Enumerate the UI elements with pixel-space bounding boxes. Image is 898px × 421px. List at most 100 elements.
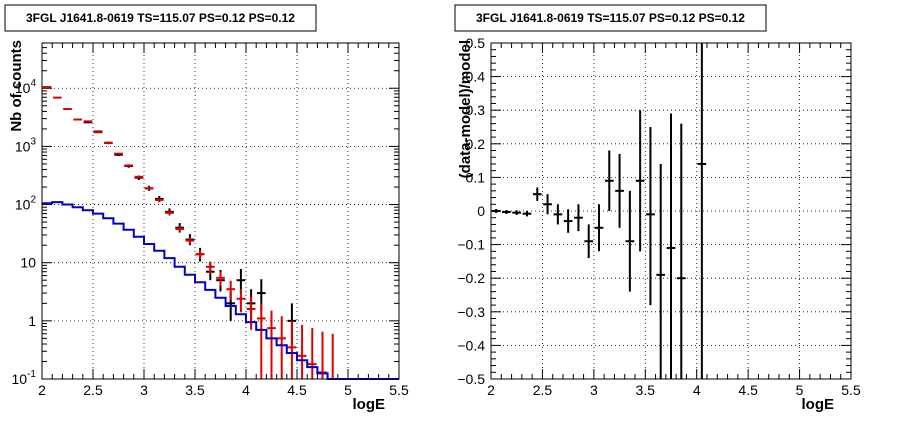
x-tick-label: 3.5 — [185, 382, 205, 398]
y-tick-label: 0.4 — [466, 69, 486, 85]
y-tick-label: −0.3 — [457, 304, 485, 320]
model-point — [134, 175, 144, 178]
title-box — [454, 4, 767, 32]
chart-title: 3FGL J1641.8-0619 TS=115.07 PS=0.12 PS=0… — [476, 11, 745, 25]
y-tick-base: 10 — [15, 197, 31, 213]
y-tick-label: 0.3 — [466, 102, 486, 118]
x-tick-label: 2.5 — [533, 382, 553, 398]
y-tick-label: 0.2 — [466, 136, 486, 152]
plot-frame — [41, 42, 400, 380]
x-tick-label: 2.5 — [83, 382, 103, 398]
data-point — [676, 123, 686, 379]
data-point — [236, 268, 246, 294]
x-tick-label: 5 — [796, 382, 804, 398]
data-point — [646, 127, 655, 306]
model-point — [256, 303, 266, 379]
data-point — [594, 204, 604, 252]
model-point — [236, 289, 246, 313]
data-point — [615, 153, 624, 228]
data-point — [625, 190, 635, 292]
y-tick-label: 0 — [477, 203, 485, 219]
model-point — [185, 237, 195, 244]
title-box — [4, 4, 317, 32]
y-tick-label: −0.2 — [457, 270, 485, 286]
model-point — [216, 271, 225, 286]
data-point — [553, 204, 563, 225]
model-point — [93, 131, 103, 134]
x-tick-label: 2 — [487, 382, 495, 398]
x-tick-label: 4.5 — [287, 382, 307, 398]
data-point — [502, 209, 511, 215]
x-tick-label: 4 — [693, 382, 701, 398]
model-point — [42, 86, 52, 89]
y-tick-base: 10 — [15, 80, 31, 96]
model-point — [175, 226, 185, 232]
model-point — [267, 310, 276, 379]
model-point — [165, 210, 174, 216]
y-tick-label: −0.4 — [457, 337, 485, 353]
y-tick-exponent: -1 — [27, 369, 36, 380]
model-histogram-line — [42, 201, 399, 380]
model-point — [154, 198, 164, 202]
residuals-panel: 2 2.5 3 3.5 4 4.5 5 5.5 −0.5 −0.4 −0.3 −0.2 −0.1 0 0.1… — [454, 4, 861, 413]
x-axis-title: logE — [802, 396, 835, 413]
model-point — [114, 152, 123, 155]
y-tick-label: 10 — [20, 255, 36, 271]
data-point — [512, 210, 522, 216]
model-point — [103, 141, 113, 144]
y-axis-title: Nb of counts — [8, 40, 25, 132]
x-tick-label: 5.5 — [841, 382, 861, 398]
plot-frame — [490, 42, 852, 380]
y-tick-label: 10-1 — [12, 369, 37, 387]
x-tick-label: 3.5 — [636, 382, 656, 398]
y-tick-label: 102 — [15, 195, 37, 213]
model-point — [73, 118, 83, 121]
data-point — [574, 204, 583, 232]
model-point — [83, 120, 93, 123]
y-tick-exponent: 4 — [30, 78, 36, 89]
y-axis-title: (data-model)/model — [457, 40, 474, 178]
data-point — [697, 43, 707, 379]
y-tick-base: 10 — [15, 138, 31, 154]
data-point — [604, 150, 614, 211]
model-point — [307, 328, 317, 379]
data-point — [584, 224, 594, 259]
model-point — [297, 324, 307, 379]
x-tick-label: 5 — [344, 382, 352, 398]
data-point — [491, 208, 501, 214]
x-axis-title: logE — [353, 396, 386, 413]
model-point — [287, 320, 297, 379]
model-point — [318, 331, 327, 379]
model-point — [63, 107, 72, 110]
x-tick-label: 5.5 — [389, 382, 409, 398]
y-tick-label: 0.5 — [466, 35, 486, 51]
data-point — [656, 163, 666, 379]
model-point — [226, 280, 236, 300]
x-tick-label: 4.5 — [738, 382, 758, 398]
x-tick-label: 3 — [140, 382, 148, 398]
y-tick-label: 103 — [15, 136, 37, 154]
model-point — [277, 316, 287, 379]
x-tick-label: 2 — [38, 382, 46, 398]
x-tick-label: 3 — [590, 382, 598, 398]
data-point — [532, 187, 542, 201]
y-tick-label: −0.5 — [457, 371, 485, 387]
data-point — [635, 110, 645, 252]
data-point — [522, 211, 532, 217]
model-point — [246, 296, 256, 330]
model-point — [52, 96, 62, 99]
chart-title: 3FGL J1641.8-0619 TS=115.07 PS=0.12 PS=0… — [26, 11, 295, 25]
y-tick-label: 0.1 — [466, 169, 486, 185]
model-point — [144, 187, 154, 190]
model-point — [205, 261, 215, 274]
model-point — [124, 164, 134, 167]
data-point — [563, 209, 573, 233]
model-point — [195, 250, 205, 260]
data-point — [666, 113, 676, 379]
x-tick-label: 4 — [242, 382, 250, 398]
y-tick-exponent: 2 — [30, 195, 36, 206]
plot-area — [42, 43, 399, 379]
y-tick-exponent: 3 — [30, 136, 36, 147]
